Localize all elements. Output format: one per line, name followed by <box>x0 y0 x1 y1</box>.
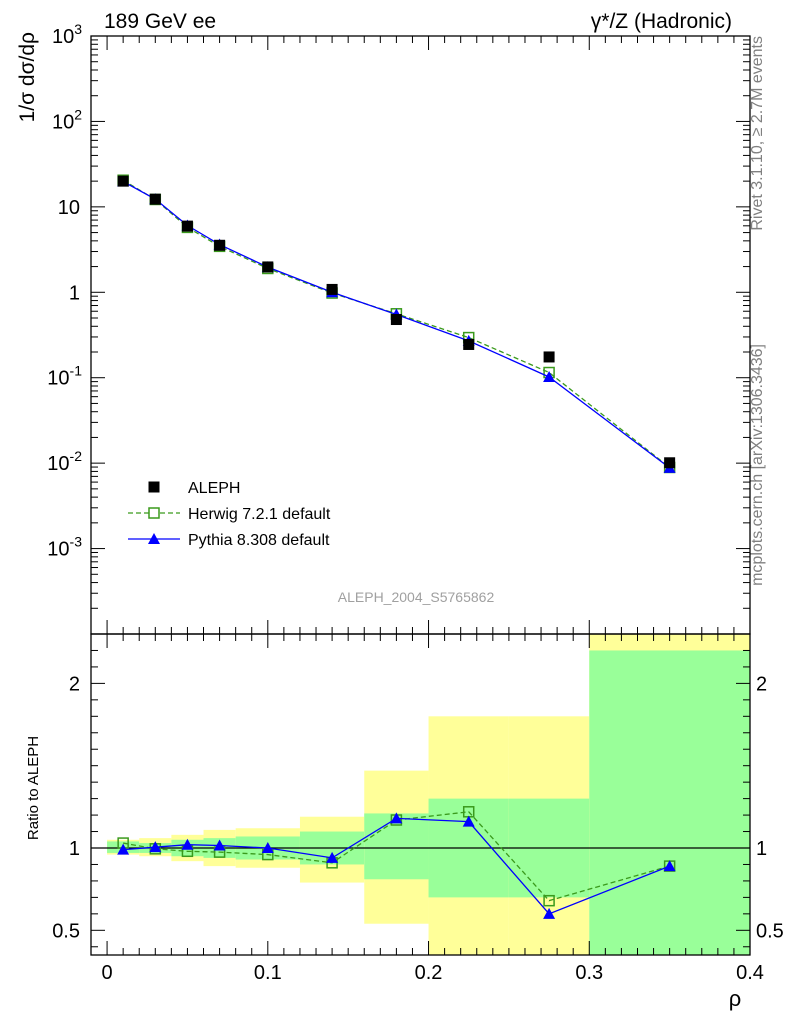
main-series-point-2-5 <box>326 283 338 295</box>
ratio-y-tick-label-l-0: 0.5 <box>52 920 80 942</box>
ratio-y-tick-label-r-1: 1 <box>756 838 767 860</box>
main-series-point-2-9 <box>664 457 676 469</box>
main-y-tick-label-6: 103 <box>52 21 82 48</box>
ratio-series-point-0-8 <box>543 894 555 907</box>
ratio-series-point-1-6 <box>390 812 403 824</box>
main-series-line-1 <box>122 180 671 469</box>
ratio-series-point-1-1 <box>149 841 162 853</box>
main-y-tick-label-3: 1 <box>69 282 80 304</box>
main-y-tick-label-4: 10 <box>58 197 80 219</box>
ratio-series-point-1-4 <box>261 842 274 853</box>
main-series-point-2-6 <box>390 314 402 326</box>
legend-marker-2 <box>148 533 160 544</box>
ratio-x-tick-label-0: 0 <box>102 962 113 984</box>
ratio-series-point-1-0 <box>117 843 130 855</box>
ratio-frame <box>90 633 751 956</box>
ratio-series-point-1-5 <box>326 851 339 863</box>
main-series-point-2-1 <box>149 193 161 205</box>
legend: ALEPH Herwig 7.2.1 default Pythia 8.308 de… <box>128 480 331 549</box>
ratio-x-tick-label-1: 0.1 <box>254 962 282 984</box>
ratio-y-tick-label-l-2: 2 <box>69 673 80 695</box>
ratio-series-point-1-9 <box>663 860 676 872</box>
ratio-x-tick-label-3: 0.3 <box>575 962 603 984</box>
legend-label-1: Herwig 7.2.1 default <box>188 506 331 523</box>
ratio-series-line-0 <box>123 811 670 902</box>
ratio-uncertainty-bands <box>107 634 750 955</box>
legend-marker-1 <box>148 507 160 519</box>
main-series-line-0 <box>122 179 671 468</box>
main-y-tick-label-0: 10-3 <box>47 534 82 561</box>
ratio-series-point-1-7 <box>462 815 475 827</box>
main-series-point-2-0 <box>117 175 129 187</box>
legend-label-0: ALEPH <box>188 480 240 497</box>
main-y-axis-label: 1/σ dσ/dρ <box>16 32 39 122</box>
analysis-label: ALEPH_2004_S5765862 <box>338 589 495 605</box>
legend-marker-0 <box>148 481 160 493</box>
title-right: γ*/Z (Hadronic) <box>591 10 732 33</box>
main-y-tick-label-1: 10-2 <box>47 448 82 475</box>
main-axis-ticks: 10-3 10-2 10-1 1 10 102 103 <box>47 21 751 635</box>
ratio-series-line-1 <box>123 817 670 915</box>
ratio-y-tick-label-r-0: 0.5 <box>756 920 784 942</box>
x-axis-label: ρ <box>729 986 742 1011</box>
ratio-y-axis-label: Ratio to ALEPH <box>25 736 42 840</box>
ratio-x-tick-label-4: 0.4 <box>736 962 764 984</box>
main-series-point-2-7 <box>463 338 475 350</box>
ratio-series-point-1-2 <box>181 838 194 850</box>
main-series-point-2-3 <box>214 239 226 251</box>
rivet-label: Rivet 3.1.10, ≥ 2.7M events <box>749 36 766 231</box>
main-series-group <box>117 174 676 474</box>
ratio-y-tick-label-l-1: 1 <box>69 838 80 860</box>
ratio-y-tick-label-r-2: 2 <box>756 673 767 695</box>
ratio-x-tick-label-2: 0.2 <box>415 962 443 984</box>
band-inner-9 <box>589 650 750 955</box>
main-series-point-2-8 <box>543 351 555 363</box>
legend-label-2: Pythia 8.308 default <box>188 532 330 549</box>
main-series-point-2-4 <box>262 261 274 273</box>
main-series-point-1-8 <box>543 370 556 382</box>
main-y-tick-label-5: 102 <box>52 106 82 133</box>
plot-frames <box>90 35 751 956</box>
main-y-tick-label-2: 10-1 <box>47 363 82 390</box>
ratio-axis-ticks: 0 0.1 0.2 0.3 0.4 0.5 0.5 1 1 2 2 <box>52 634 784 984</box>
mcplots-label: mcplots.cern.ch [arXiv:1306.3436] <box>749 344 766 586</box>
title-left: 189 GeV ee <box>104 10 216 33</box>
ratio-series-point-1-8 <box>543 907 556 919</box>
ratio-series-point-1-3 <box>213 839 226 851</box>
ratio-series-group <box>117 806 676 919</box>
main-series-point-2-2 <box>181 220 193 232</box>
